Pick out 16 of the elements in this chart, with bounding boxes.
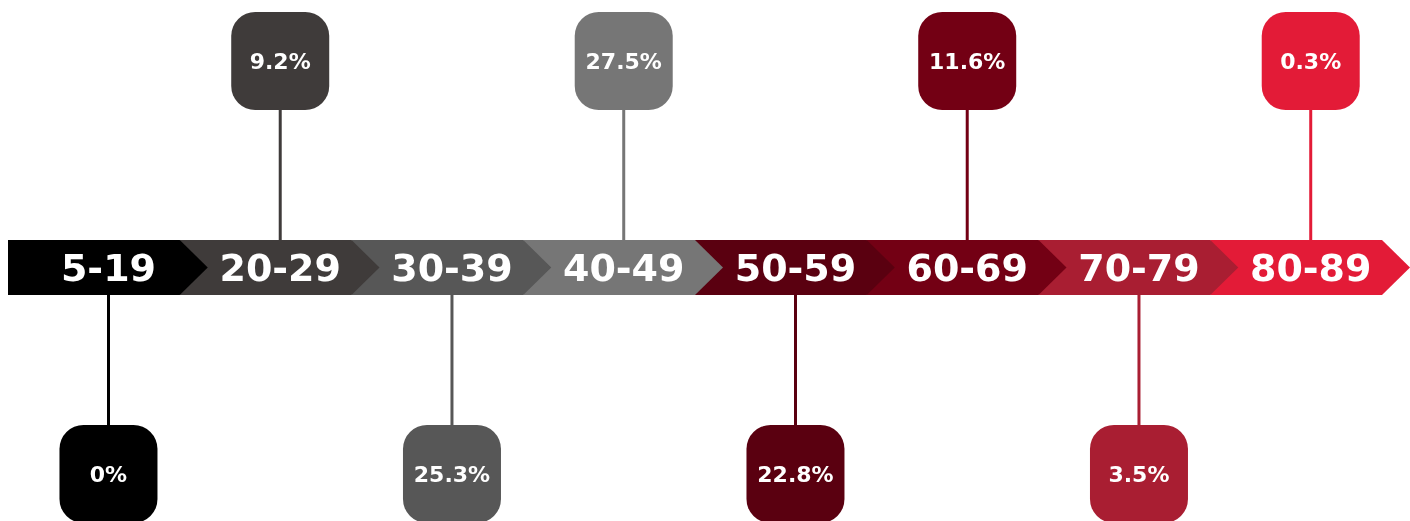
category-label: 70-79	[1078, 245, 1200, 290]
data-label: 27.5%	[585, 48, 662, 74]
data-label: 11.6%	[929, 48, 1006, 74]
category-label: 20-29	[219, 245, 341, 290]
category-label: 40-49	[562, 245, 685, 290]
data-label: 9.2%	[249, 48, 311, 74]
category-label: 80-89	[1249, 245, 1372, 290]
data-label: 3.5%	[1108, 461, 1170, 487]
category-label: 5-19	[60, 245, 157, 290]
data-label: 25.3%	[413, 461, 491, 487]
category-label: 50-59	[734, 245, 857, 290]
data-label: 22.8%	[757, 461, 834, 487]
category-label: 30-39	[391, 245, 513, 290]
data-label: 0.3%	[1280, 48, 1342, 74]
data-label: 0%	[89, 461, 128, 487]
category-label: 60-69	[906, 245, 1028, 290]
